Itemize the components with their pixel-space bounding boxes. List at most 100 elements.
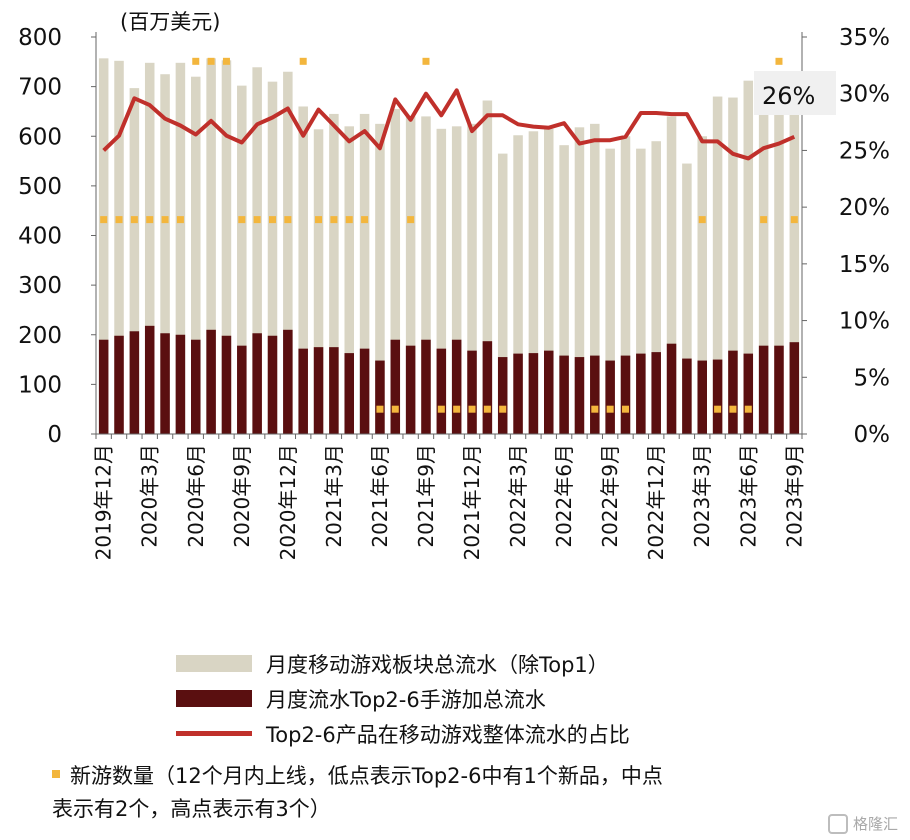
top-bar [682,358,692,434]
total-bar [467,123,477,434]
note-line1: 新游数量（12个月内上线，低点表示Top2-6中有1个新品，中点 [70,764,663,788]
new-game-dot [744,405,752,413]
total-bar [191,76,201,434]
total-bar [206,58,216,435]
total-bar [344,126,354,434]
x-tick-label: 2023年3月 [690,444,714,548]
axes [95,32,803,435]
left-tick-label: 0 [47,422,62,448]
total-bar [528,131,539,434]
top-bar [405,345,416,434]
new-game-dot [698,216,706,224]
right-tick-label: 20% [839,195,890,221]
left-tick-label: 200 [18,323,62,349]
top-bar [206,329,216,434]
x-tick-label: 2021年3月 [322,444,346,548]
top-bar [559,355,569,434]
new-game-dot [437,405,445,413]
new-game-dot [760,216,768,224]
legend-label-total: 月度移动游戏板块总流水（除Top1） [266,652,609,677]
new-game-dot [376,405,384,413]
x-axis-ticks: 2019年12月 2020年3月 2020年6月 2020年9月 2020年12月 202… [92,434,806,560]
total-bar [774,96,784,435]
total-bar [283,71,293,435]
left-tick-label: 800 [18,25,62,51]
total-bar [636,148,646,434]
new-game-dot [207,57,215,65]
top-bar [344,353,354,434]
new-game-dot [130,216,138,224]
top-bar [114,335,124,434]
new-game-dot [483,405,491,413]
top-bar [191,339,201,434]
new-game-dot [775,57,783,65]
left-axis-ticks: 0 100 200 300 400 500 600 700 800 [18,25,96,448]
top-bar [482,341,493,434]
right-tick-label: 5% [854,365,891,391]
new-game-dot [391,405,399,413]
top-bar [467,350,477,434]
total-bar [682,163,692,434]
new-game-dot [361,216,369,224]
x-tick-label: 2023年6月 [736,444,760,548]
note-dot-icon [52,770,60,778]
total-bar [544,128,554,434]
total-bar [114,60,124,434]
top-bar [574,357,585,434]
total-bar [375,123,385,434]
total-bar [329,113,339,434]
total-bar [175,62,186,435]
total-bar [144,62,155,435]
top-bar [221,335,232,434]
x-tick-label: 2020年12月 [276,444,300,560]
top-bar [590,355,600,434]
new-game-dot [622,405,629,413]
top-bar [605,360,615,434]
new-game-dot [176,216,184,224]
top-bar [451,339,462,434]
legend-swatch-total [176,655,252,672]
top-bar [697,360,707,434]
total-bar [436,128,447,434]
top-bar [390,339,401,434]
legend-item-share: Top2-6产品在移动游戏整体流水的占比 [176,716,896,751]
total-bar [405,116,416,435]
total-bar [298,106,308,434]
top-bar [728,350,738,434]
new-game-dot [299,57,307,65]
watermark-text: 格隆汇 [852,815,898,833]
new-game-dot [591,405,599,413]
x-tick-label: 2022年6月 [552,444,576,548]
x-tick-label: 2020年9月 [230,444,254,548]
new-game-dot [161,216,169,224]
total-bar [237,85,247,434]
new-game-dot [499,405,507,413]
total-bar [497,153,508,434]
total-bar [743,80,754,435]
x-tick-label: 2020年6月 [184,444,208,548]
top-bar [160,333,170,434]
left-tick-label: 100 [18,372,62,398]
new-game-dot [729,405,737,413]
x-tick-label: 2022年12月 [644,444,668,560]
top-bar [651,352,661,434]
top-bar [758,345,769,434]
total-bar [789,91,800,435]
top-bar [712,359,723,434]
total-bar [712,96,723,435]
total-bar [574,127,585,434]
new-game-dot [100,216,108,224]
x-tick-label: 2020年3月 [138,444,162,548]
left-tick-label: 500 [18,174,62,200]
total-bar [758,81,769,434]
legend: 月度移动游戏板块总流水（除Top1） 月度流水Top2-6手游加总流水 Top2… [176,646,896,751]
total-bar [559,145,569,434]
right-tick-label: 10% [839,309,890,335]
new-game-dots [100,57,798,413]
top-bar [329,347,339,434]
new-game-dot [315,216,323,224]
top-bar [544,350,554,434]
new-game-note: 新游数量（12个月内上线，低点表示Top2-6中有1个新品，中点 表示有2个，高… [52,760,892,826]
unit-label: (百万美元) [120,10,220,34]
total-bar [728,97,738,434]
